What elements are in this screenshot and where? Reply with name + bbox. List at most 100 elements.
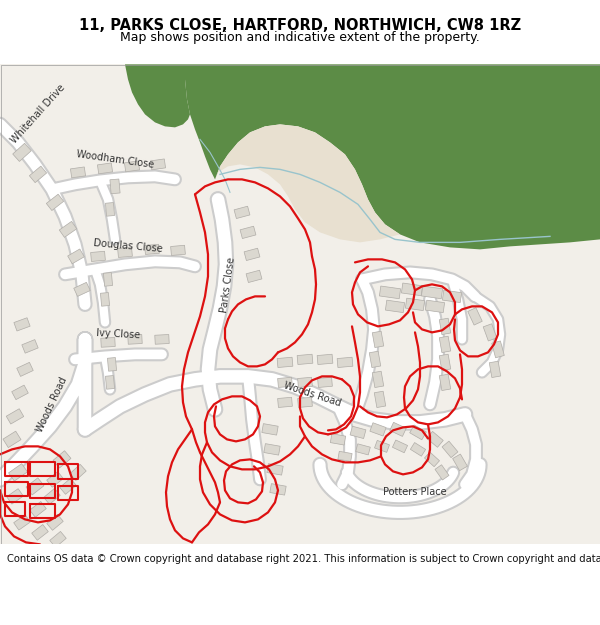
Bar xyxy=(74,282,90,296)
Text: Map shows position and indicative extent of the property.: Map shows position and indicative extent… xyxy=(120,31,480,44)
Text: Parks Close: Parks Close xyxy=(219,256,237,312)
Bar xyxy=(22,339,38,353)
Polygon shape xyxy=(215,124,400,242)
Bar xyxy=(369,351,381,368)
Bar xyxy=(53,451,71,468)
Bar xyxy=(50,531,66,548)
Bar xyxy=(106,376,115,389)
Bar xyxy=(392,440,407,452)
Bar xyxy=(379,286,401,299)
Bar xyxy=(60,478,76,494)
Bar xyxy=(298,398,313,408)
Bar xyxy=(3,431,21,447)
Text: Woods Road: Woods Road xyxy=(35,375,69,434)
Bar xyxy=(439,374,451,391)
Bar xyxy=(278,378,292,388)
Bar xyxy=(317,378,332,388)
Bar xyxy=(246,270,262,282)
Bar xyxy=(107,357,116,371)
Polygon shape xyxy=(185,64,600,249)
Bar xyxy=(442,441,458,458)
Bar xyxy=(435,465,449,480)
Bar xyxy=(12,385,28,399)
Bar xyxy=(47,471,63,488)
Bar xyxy=(452,454,467,471)
Bar xyxy=(70,464,86,481)
Bar xyxy=(439,336,451,352)
Bar xyxy=(406,298,425,311)
Bar xyxy=(370,422,386,436)
Bar xyxy=(7,489,23,504)
Bar xyxy=(155,334,169,344)
Bar xyxy=(8,464,28,481)
Bar xyxy=(68,249,85,264)
Bar xyxy=(110,179,120,194)
Bar xyxy=(489,361,501,378)
Bar xyxy=(70,167,86,177)
Bar xyxy=(298,378,313,388)
Bar xyxy=(145,244,160,254)
Bar xyxy=(421,286,443,299)
Bar xyxy=(424,452,440,467)
Bar xyxy=(277,357,293,367)
Text: Ivy Close: Ivy Close xyxy=(96,328,140,341)
Bar xyxy=(59,221,77,238)
Bar xyxy=(151,159,166,170)
Bar xyxy=(439,318,451,334)
Bar xyxy=(97,163,113,174)
Bar xyxy=(100,292,110,306)
Bar xyxy=(44,488,60,504)
Bar xyxy=(262,424,278,435)
Bar xyxy=(337,357,353,367)
Bar xyxy=(118,248,133,258)
Bar xyxy=(46,194,64,211)
Bar xyxy=(401,283,422,296)
Text: Contains OS data © Crown copyright and database right 2021. This information is : Contains OS data © Crown copyright and d… xyxy=(7,554,600,564)
Bar xyxy=(297,354,313,364)
Bar xyxy=(32,524,48,540)
Bar xyxy=(338,451,352,461)
Bar xyxy=(331,434,346,445)
Bar xyxy=(128,334,142,344)
Bar xyxy=(17,362,33,376)
Bar xyxy=(442,290,461,302)
Bar xyxy=(103,272,113,286)
Bar xyxy=(14,318,30,331)
Bar xyxy=(234,206,250,219)
Bar xyxy=(356,444,370,455)
Bar xyxy=(390,422,406,436)
Bar xyxy=(385,300,404,312)
Bar xyxy=(14,514,31,530)
Bar xyxy=(170,245,185,256)
Bar xyxy=(374,391,386,408)
Bar xyxy=(240,226,256,239)
Bar xyxy=(101,338,115,348)
Bar xyxy=(317,354,333,364)
Text: Potters Place: Potters Place xyxy=(383,488,447,498)
Bar xyxy=(244,248,260,261)
Bar xyxy=(264,444,280,455)
Bar xyxy=(410,442,425,456)
Bar xyxy=(26,478,44,495)
Bar xyxy=(372,331,384,348)
Bar xyxy=(468,308,482,325)
Bar xyxy=(106,202,115,216)
Bar xyxy=(427,431,443,447)
Bar xyxy=(47,514,63,531)
Text: Woods Road: Woods Road xyxy=(282,381,342,408)
Bar xyxy=(374,441,389,452)
Bar xyxy=(372,371,384,388)
Bar xyxy=(124,161,140,172)
Text: 11, PARKS CLOSE, HARTFORD, NORTHWICH, CW8 1RZ: 11, PARKS CLOSE, HARTFORD, NORTHWICH, CW… xyxy=(79,18,521,32)
Bar xyxy=(425,300,445,312)
Bar xyxy=(13,143,31,161)
Text: Douglas Close: Douglas Close xyxy=(93,238,163,254)
Polygon shape xyxy=(0,64,190,128)
Text: Woodham Close: Woodham Close xyxy=(76,149,154,170)
Bar xyxy=(350,426,366,439)
Bar xyxy=(270,484,286,495)
Bar xyxy=(410,425,427,440)
Text: Whitehall Drive: Whitehall Drive xyxy=(9,83,67,146)
Bar xyxy=(91,251,106,261)
Bar xyxy=(6,409,24,424)
